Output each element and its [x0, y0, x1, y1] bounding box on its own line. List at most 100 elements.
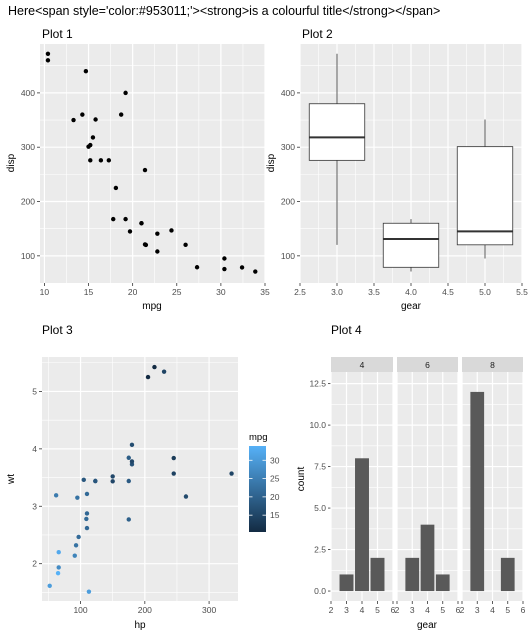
data-point: [222, 266, 227, 272]
data-point: [45, 51, 51, 56]
x-tick-label: 20: [128, 287, 138, 297]
y-tick-label: 3: [32, 501, 37, 511]
data-point: [152, 364, 157, 370]
y-tick-label: 100: [21, 251, 35, 261]
colorbar-label: 20: [270, 492, 280, 502]
x-tick-label: 3: [410, 605, 415, 615]
data-point: [111, 216, 116, 222]
x-tick-label: 200: [138, 605, 152, 615]
data-point: [53, 493, 59, 498]
data-point: [47, 583, 52, 588]
bar: [355, 458, 369, 592]
plot-title: Plot 3: [42, 323, 73, 337]
facet-label: 4: [360, 360, 365, 370]
colorbar: [249, 446, 266, 532]
x-tick-label: 4.5: [442, 287, 454, 297]
data-point: [126, 478, 131, 484]
data-point: [145, 374, 151, 380]
x-tick-label: 4: [425, 605, 430, 615]
x-tick-label: 10: [40, 287, 50, 297]
colorbar-label: 25: [270, 474, 280, 484]
data-point: [45, 58, 51, 63]
data-point: [93, 478, 98, 484]
legend-title: mpg: [249, 432, 267, 443]
x-tick-label: 2: [460, 605, 465, 615]
panel-background: [42, 357, 238, 601]
x-tick-label: 2: [395, 605, 400, 615]
data-point: [56, 565, 61, 570]
colorbar-legend: mpg 15 20 25 30: [249, 432, 280, 532]
data-point: [229, 471, 234, 476]
x-tick-label: 2: [329, 605, 334, 615]
data-point: [113, 185, 119, 191]
x-tick-label: 5.5: [516, 287, 528, 297]
x-tick-label: 4: [490, 605, 495, 615]
x-tick-label: 300: [202, 605, 216, 615]
y-axis-label: wt: [6, 474, 17, 485]
facet-strip: [331, 357, 393, 372]
y-tick-label: 7.5: [314, 462, 326, 472]
x-axis-label: gear: [401, 301, 422, 312]
data-point: [88, 158, 93, 163]
x-axis-label: hp: [134, 620, 146, 631]
y-axis-label: count: [296, 467, 307, 492]
y-tick-label: 100: [281, 251, 295, 261]
data-point: [93, 117, 98, 122]
data-point: [55, 570, 61, 576]
plot-3: 2 3 4 5 100 200 300 Plot 3 hp wt mpg 15 20 25 30: [6, 323, 280, 631]
x-tick-label: 25: [172, 287, 182, 297]
data-point: [123, 216, 128, 222]
y-tick-label: 300: [21, 142, 35, 152]
data-point: [171, 455, 176, 461]
data-point: [83, 68, 89, 74]
data-point: [84, 511, 90, 516]
y-tick-label: 400: [21, 88, 35, 98]
plot-1: 100 200 300 400 10 15 20 25 30 35 Plot 1 mpg disp: [6, 27, 270, 312]
data-point: [86, 589, 92, 594]
bar: [405, 557, 420, 592]
plot-title: Plot 2: [302, 27, 333, 41]
plot-title: Plot 1: [42, 27, 73, 41]
box: [456, 146, 514, 246]
panel-background: [40, 44, 265, 283]
x-tick-label: 35: [260, 287, 270, 297]
y-tick-label: 4: [32, 444, 37, 454]
data-point: [80, 112, 85, 117]
data-point: [84, 516, 89, 522]
facet-label: 6: [425, 360, 430, 370]
x-tick-label: 6: [456, 605, 461, 615]
data-point: [118, 112, 124, 117]
x-axis-label: mpg: [142, 301, 161, 312]
y-axis-label: disp: [6, 153, 17, 172]
data-point: [155, 249, 160, 254]
data-point: [75, 495, 80, 500]
colorbar-label: 15: [270, 510, 280, 520]
y-tick-label: 200: [281, 197, 295, 207]
x-tick-label: 15: [84, 287, 94, 297]
data-point: [84, 525, 90, 531]
x-tick-label: 100: [73, 605, 87, 615]
x-tick-label: 5.0: [479, 287, 491, 297]
bar: [470, 391, 485, 592]
y-tick-label: 0.0: [314, 586, 326, 596]
data-point: [90, 135, 96, 140]
data-point: [72, 553, 77, 558]
x-tick-label: 6: [521, 605, 526, 615]
data-point: [183, 494, 189, 499]
y-tick-label: 2: [32, 559, 37, 569]
data-point: [194, 265, 200, 270]
data-point: [239, 265, 245, 270]
x-tick-label: 3: [475, 605, 480, 615]
data-point: [183, 242, 188, 248]
x-tick-label: 3.0: [331, 287, 343, 297]
x-tick-label: 5: [505, 605, 510, 615]
data-point: [142, 242, 148, 247]
bar: [370, 557, 385, 592]
x-tick-label: 4.0: [405, 287, 417, 297]
bar: [500, 557, 515, 592]
data-point: [171, 471, 176, 476]
box: [308, 103, 366, 161]
data-point: [84, 491, 90, 497]
facet-strip: [397, 357, 458, 372]
